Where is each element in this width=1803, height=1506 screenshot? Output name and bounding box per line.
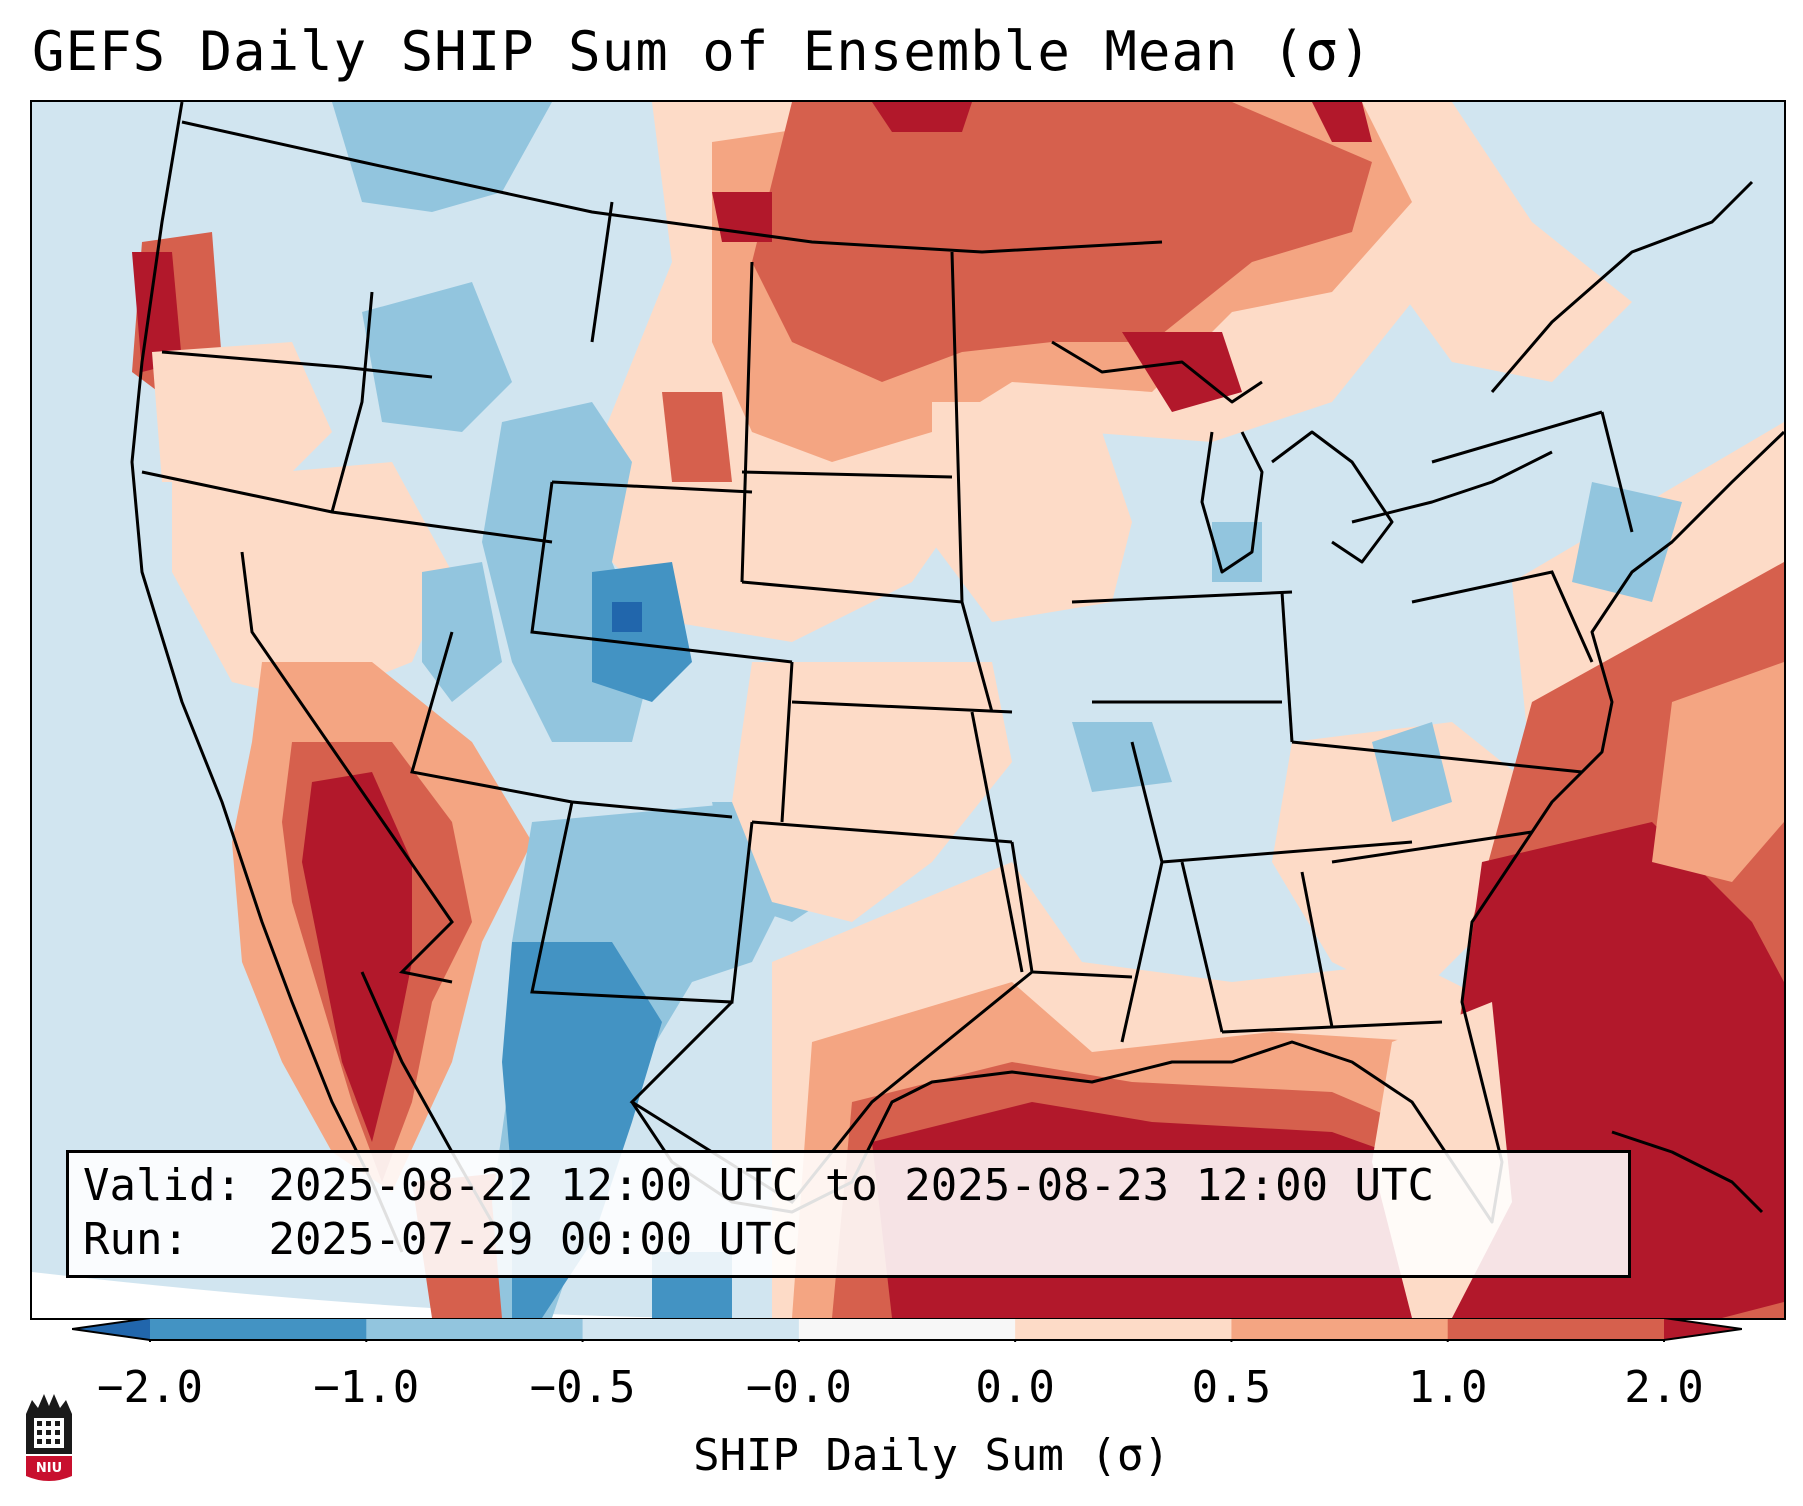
colorbar-bin xyxy=(798,1318,1016,1340)
colorbar-tick-label: −0.0 xyxy=(745,1362,852,1413)
map-panel xyxy=(30,100,1786,1320)
ship-anomaly-map xyxy=(32,102,1784,1318)
colorbar-tick-label: 2.0 xyxy=(1624,1362,1704,1413)
colorbar-tick-label: 0.0 xyxy=(975,1362,1055,1413)
colorbar-bin xyxy=(1015,1318,1232,1340)
colorbar-bin xyxy=(366,1318,584,1340)
colorbar-tick-label: −2.0 xyxy=(97,1362,203,1413)
map-title: GEFS Daily SHIP Sum of Ensemble Mean (σ) xyxy=(32,20,1373,83)
colorbar-label: SHIP Daily Sum (σ) xyxy=(693,1430,1170,1481)
colorbar-tick-label: 0.5 xyxy=(1191,1362,1272,1413)
colorbar-bin xyxy=(1231,1318,1449,1340)
colorbar-bin xyxy=(582,1318,800,1340)
colorbar-extend-high xyxy=(1664,1318,1742,1340)
valid-value: 2025-08-22 12:00 UTC to 2025-08-23 12:00… xyxy=(268,1160,1435,1211)
projection-edge xyxy=(32,1272,732,1318)
logo-text: NIU xyxy=(36,1461,62,1476)
boundary-lines xyxy=(141,120,1634,1204)
colorbar-tick-label: −0.5 xyxy=(529,1362,636,1413)
niu-logo: NIU xyxy=(26,1394,72,1481)
colorbar-tick-label: −1.0 xyxy=(313,1362,420,1413)
colorbar-extend-low xyxy=(72,1318,150,1340)
colorbar-bin xyxy=(1447,1318,1665,1340)
colorbar-bin xyxy=(150,1318,367,1340)
valid-label: Valid: xyxy=(83,1160,242,1211)
colorbar-tick-label: 1.0 xyxy=(1407,1362,1488,1413)
colorbar xyxy=(72,1318,1742,1342)
run-value: 2025-07-29 00:00 UTC xyxy=(268,1214,799,1265)
run-label: Run: xyxy=(83,1214,189,1265)
valid-run-info-box: Valid: 2025-08-22 12:00 UTC to 2025-08-2… xyxy=(66,1150,1631,1278)
coastline xyxy=(130,102,1784,1253)
